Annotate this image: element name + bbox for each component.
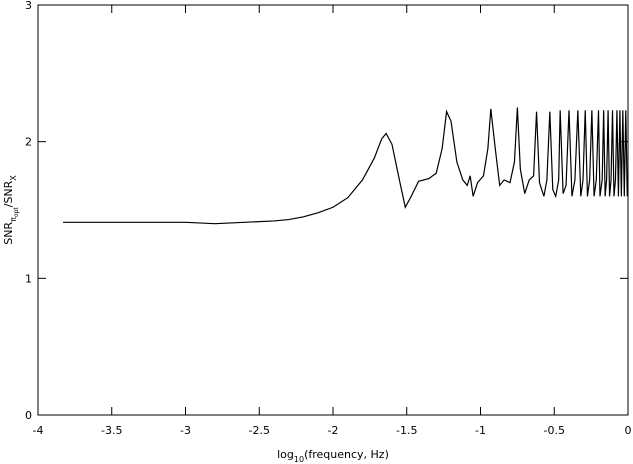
- x-tick-label: -3.5: [101, 424, 122, 437]
- x-tick-label: -2.5: [249, 424, 270, 437]
- y-label-sub: π: [9, 217, 18, 222]
- y-tick-label: 1: [25, 272, 32, 285]
- y-label-subsub: opt: [13, 207, 20, 217]
- x-tick-label: -1: [475, 424, 486, 437]
- x-label-sub: 10: [294, 455, 304, 464]
- y-label-text: /SNR: [2, 180, 15, 207]
- x-axis-label: log10(frequency, Hz): [277, 448, 389, 464]
- x-tick-label: 0: [625, 424, 632, 437]
- y-tick-label: 2: [25, 136, 32, 149]
- x-tick-label: -3: [180, 424, 191, 437]
- x-tick-label: -1.5: [396, 424, 417, 437]
- x-tick-label: -2: [328, 424, 339, 437]
- y-label-sub: X: [9, 175, 18, 181]
- data-line: [63, 107, 629, 225]
- y-tick-label: 0: [25, 409, 32, 422]
- plot-frame: [37, 4, 629, 416]
- y-tick-label: 3: [25, 0, 32, 12]
- x-label-text: (frequency, Hz): [304, 448, 389, 461]
- x-tick-label: -4: [33, 424, 44, 437]
- x-label-text: log: [277, 448, 294, 461]
- x-tick-label: -0.5: [544, 424, 565, 437]
- y-label-text: SNR: [2, 222, 15, 245]
- y-axis-label: SNRπopt/SNRX: [2, 175, 20, 245]
